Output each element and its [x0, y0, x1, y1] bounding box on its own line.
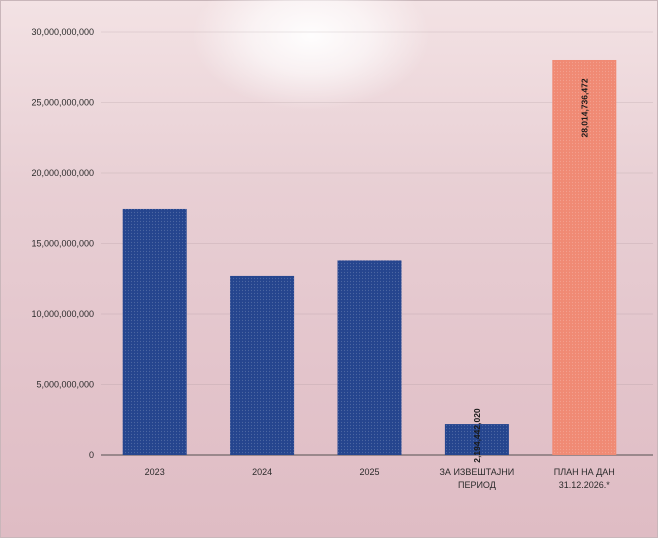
y-tick-label: 25,000,000,000: [31, 98, 94, 108]
bar-texture: [230, 275, 295, 455]
bar-texture: [444, 424, 509, 455]
category-label: ЗА ИЗВЕШТАЈНИ: [440, 467, 515, 477]
category-label: 31.12.2026.*: [559, 480, 611, 490]
category-label: 2025: [359, 467, 379, 477]
category-label: ПЛАН НА ДАН: [554, 467, 615, 477]
bar-texture: [122, 208, 187, 455]
data-label: 2,194,442,020: [472, 408, 482, 463]
bar-texture: [552, 59, 617, 455]
y-tick-label: 0: [89, 450, 94, 460]
y-tick-label: 20,000,000,000: [31, 168, 94, 178]
category-label: ПЕРИОД: [458, 480, 496, 490]
data-labels: 2,194,442,020 28,014,736,472: [472, 78, 589, 463]
bar-texture: [337, 260, 402, 455]
data-label: 28,014,736,472: [579, 78, 589, 137]
category-label: 2023: [145, 467, 165, 477]
bars: [122, 59, 617, 455]
x-axis-categories: 2023 2024 2025 ЗА ИЗВЕШТАЈНИ ПЕРИОД ПЛАН НА Д…: [145, 467, 615, 490]
y-tick-label: 30,000,000,000: [31, 27, 94, 37]
y-axis-ticks: 0 5,000,000,000 10,000,000,000 15,000,000,0…: [31, 27, 94, 460]
y-tick-label: 10,000,000,000: [31, 309, 94, 319]
category-label: 2024: [252, 467, 272, 477]
y-tick-label: 15,000,000,000: [31, 239, 94, 249]
y-tick-label: 5,000,000,000: [36, 380, 94, 390]
